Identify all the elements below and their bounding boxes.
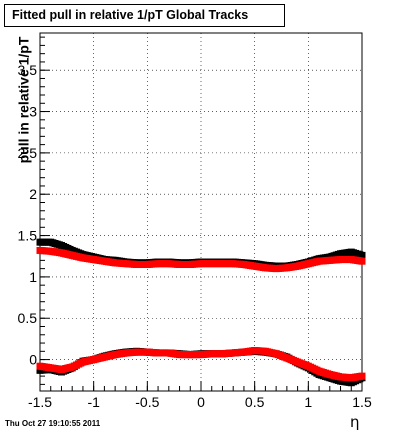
series-upper-red <box>36 246 366 273</box>
data-point <box>358 251 366 259</box>
x-tick-label: 1.5 <box>352 394 372 410</box>
grid-lines <box>39 33 363 391</box>
y-tick-label: 3 <box>29 104 37 120</box>
x-tick-label: 1 <box>304 394 312 410</box>
timestamp-footer: Thu Oct 27 19:10:55 2011 <box>5 419 101 428</box>
x-axis-label: η <box>350 413 360 431</box>
y-tick-label: 2.5 <box>18 145 38 161</box>
y-tick-label: 2 <box>29 186 37 202</box>
x-tick-label: -1 <box>87 394 100 410</box>
data-point <box>358 372 366 380</box>
x-tick-label: -1.5 <box>28 394 52 410</box>
x-tick-label: -0.5 <box>135 394 159 410</box>
tick-labels: -1.5 -1 -0.5 0 0.5 1 1.5 0 0.5 1 1.5 2 2.5 3 3.5 <box>18 62 372 410</box>
y-axis-label: pull in relative 1/pT <box>14 36 31 164</box>
data-points <box>36 238 366 387</box>
chart-title: Fitted pull in relative 1/pT Global Trac… <box>4 4 285 27</box>
x-tick-label: 0.5 <box>245 394 265 410</box>
x-tick-label: 0 <box>197 394 205 410</box>
y-tick-label: 1.5 <box>18 228 38 244</box>
y-tick-label: 0 <box>29 352 37 368</box>
y-tick-label: 1 <box>29 269 37 285</box>
series-lower-red <box>36 346 366 382</box>
y-tick-label: 0.5 <box>18 310 38 326</box>
data-point <box>358 257 366 265</box>
y-tick-label: 3.5 <box>18 62 38 78</box>
